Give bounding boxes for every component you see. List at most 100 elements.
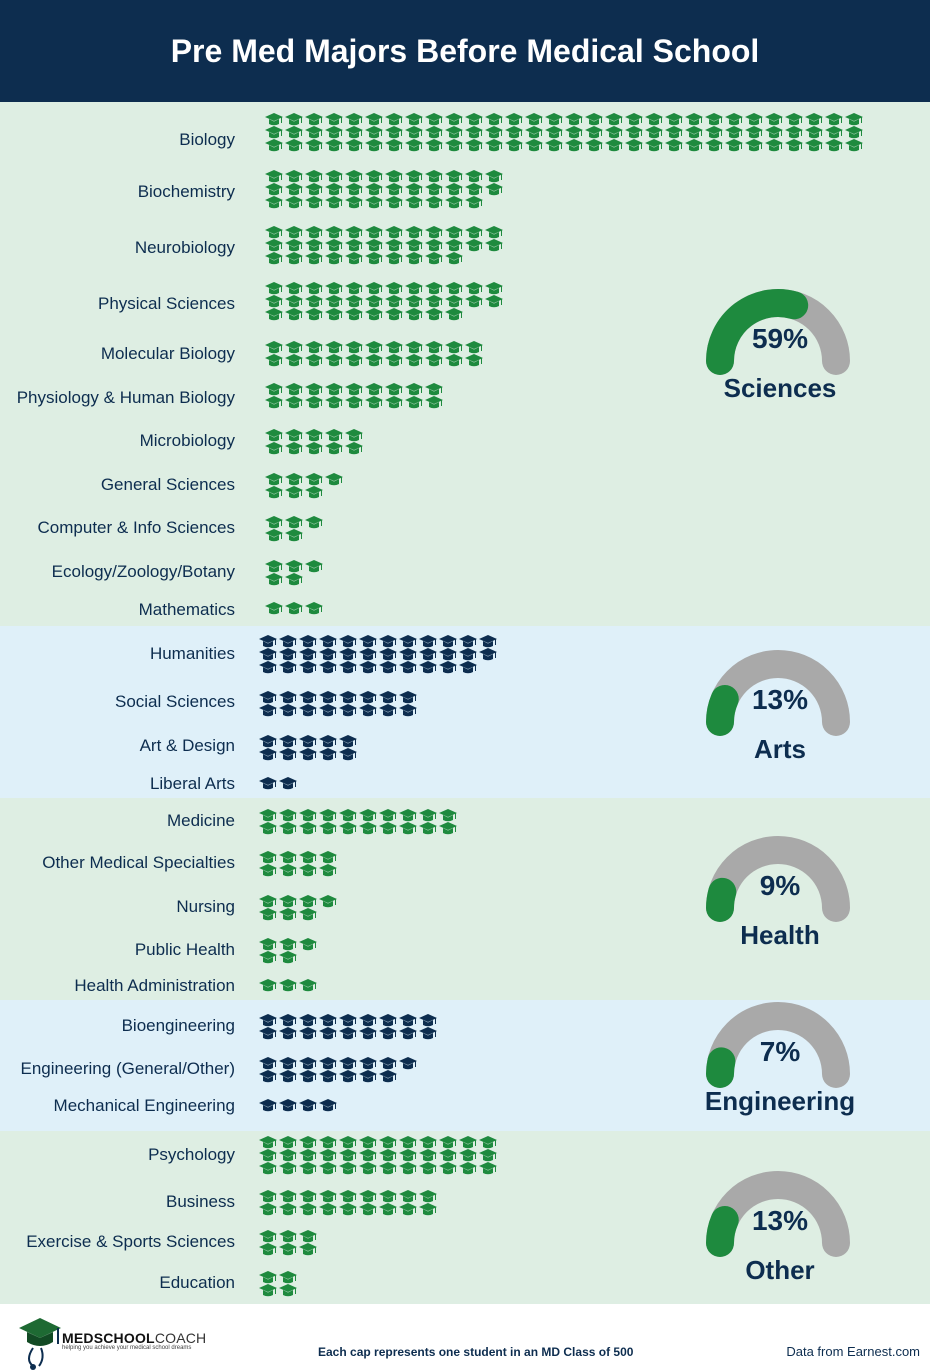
- graduation-cap-icon: [265, 354, 283, 367]
- graduation-cap-icon: [319, 635, 337, 648]
- gauge-group-name: Health: [740, 920, 820, 950]
- graduation-cap-icon: [405, 170, 423, 183]
- cap-group: [259, 1099, 337, 1112]
- graduation-cap-icon: [379, 1136, 397, 1149]
- graduation-cap-icon: [465, 183, 483, 196]
- graduation-cap-icon: [379, 1149, 397, 1162]
- graduation-cap-icon: [419, 648, 437, 661]
- graduation-cap-icon: [305, 126, 323, 139]
- graduation-cap-icon: [259, 661, 277, 674]
- graduation-cap-icon: [265, 473, 283, 486]
- graduation-cap-icon: [259, 1284, 277, 1297]
- category-label: Bioengineering: [121, 1016, 235, 1035]
- gauge-percent: 7%: [759, 1036, 801, 1067]
- graduation-cap-icon: [345, 442, 363, 455]
- graduation-cap-icon: [425, 282, 443, 295]
- brand-tagline: helping you achieve your medical school …: [62, 1345, 192, 1351]
- graduation-cap-icon: [285, 602, 303, 615]
- graduation-cap-icon: [339, 1057, 357, 1070]
- graduation-cap-icon: [325, 442, 343, 455]
- graduation-cap-icon: [319, 1149, 337, 1162]
- category-row: Neurobiology: [0, 225, 930, 271]
- graduation-cap-icon: [385, 196, 403, 209]
- graduation-cap-icon: [259, 635, 277, 648]
- graduation-cap-icon: [399, 1162, 417, 1175]
- graduation-cap-icon: [259, 748, 277, 761]
- graduation-cap-icon: [339, 1070, 357, 1083]
- graduation-cap-icon: [305, 341, 323, 354]
- footer: MEDSCHOOLCOACH helping you achieve your …: [0, 1304, 930, 1370]
- graduation-cap-icon: [419, 822, 437, 835]
- category-label: Health Administration: [74, 976, 235, 995]
- graduation-cap-icon: [339, 1162, 357, 1175]
- graduation-cap-icon: [425, 239, 443, 252]
- graduation-cap-icon: [385, 396, 403, 409]
- graduation-cap-icon: [299, 938, 317, 951]
- graduation-cap-icon: [345, 239, 363, 252]
- category-label: Social Sciences: [114, 692, 235, 711]
- graduation-cap-icon: [365, 170, 383, 183]
- graduation-cap-icon: [279, 661, 297, 674]
- graduation-cap-icon: [445, 341, 463, 354]
- graduation-cap-icon: [485, 295, 503, 308]
- graduation-cap-icon: [425, 139, 443, 152]
- graduation-cap-icon: [399, 1027, 417, 1040]
- graduation-cap-icon: [405, 252, 423, 265]
- category-label: Mathematics: [138, 600, 235, 619]
- graduation-cap-icon: [365, 113, 383, 126]
- graduation-cap-icon: [745, 139, 763, 152]
- graduation-cap-icon: [259, 851, 277, 864]
- category-label: Ecology/Zoology/Botany: [51, 562, 235, 581]
- category-row: Ecology/Zoology/Botany: [0, 559, 930, 586]
- graduation-cap-icon: [645, 139, 663, 152]
- graduation-cap-icon: [405, 354, 423, 367]
- category-label: Public Health: [134, 940, 235, 959]
- graduation-cap-icon: [465, 341, 483, 354]
- category-label: Nursing: [176, 897, 235, 916]
- graduation-cap-icon: [705, 126, 723, 139]
- graduation-cap-icon: [259, 691, 277, 704]
- gauge-fill: [706, 1047, 736, 1088]
- graduation-cap-icon: [365, 239, 383, 252]
- category-row: Liberal Arts: [0, 774, 930, 793]
- graduation-cap-icon: [365, 282, 383, 295]
- graduation-cap-icon: [439, 661, 457, 674]
- category-label: Molecular Biology: [100, 344, 235, 363]
- category-label: Medicine: [166, 811, 235, 830]
- cap-group: [265, 383, 443, 409]
- graduation-cap-icon: [605, 139, 623, 152]
- graduation-cap-icon: [305, 196, 323, 209]
- graduation-cap-icon: [319, 1162, 337, 1175]
- category-row: Education: [0, 1270, 930, 1297]
- graduation-cap-icon: [305, 183, 323, 196]
- section-health: Medicine Other Medical Specialties Nursing…: [0, 798, 930, 1000]
- mortarboard-logo-icon: [19, 1318, 61, 1370]
- graduation-cap-icon: [405, 239, 423, 252]
- graduation-cap-icon: [445, 295, 463, 308]
- graduation-cap-icon: [325, 113, 343, 126]
- page-title: Pre Med Majors Before Medical School: [170, 32, 760, 69]
- graduation-cap-icon: [319, 704, 337, 717]
- footnote: Each cap represents one student in an MD…: [318, 1345, 634, 1359]
- graduation-cap-icon: [439, 648, 457, 661]
- graduation-cap-icon: [319, 691, 337, 704]
- graduation-cap-icon: [345, 183, 363, 196]
- graduation-cap-icon: [625, 113, 643, 126]
- graduation-cap-icon: [845, 139, 863, 152]
- graduation-cap-icon: [345, 354, 363, 367]
- graduation-cap-icon: [259, 1230, 277, 1243]
- graduation-cap-icon: [339, 1136, 357, 1149]
- graduation-cap-icon: [385, 139, 403, 152]
- graduation-cap-icon: [279, 777, 297, 790]
- graduation-cap-icon: [299, 1099, 317, 1112]
- graduation-cap-icon: [259, 1027, 277, 1040]
- gauge-engineering: 7% Engineering: [700, 996, 860, 1126]
- graduation-cap-icon: [385, 295, 403, 308]
- graduation-cap-icon: [545, 113, 563, 126]
- graduation-cap-icon: [399, 822, 417, 835]
- cap-group: [259, 809, 457, 835]
- graduation-cap-icon: [285, 529, 303, 542]
- graduation-cap-icon: [485, 282, 503, 295]
- graduation-cap-icon: [279, 1027, 297, 1040]
- graduation-cap-icon: [325, 196, 343, 209]
